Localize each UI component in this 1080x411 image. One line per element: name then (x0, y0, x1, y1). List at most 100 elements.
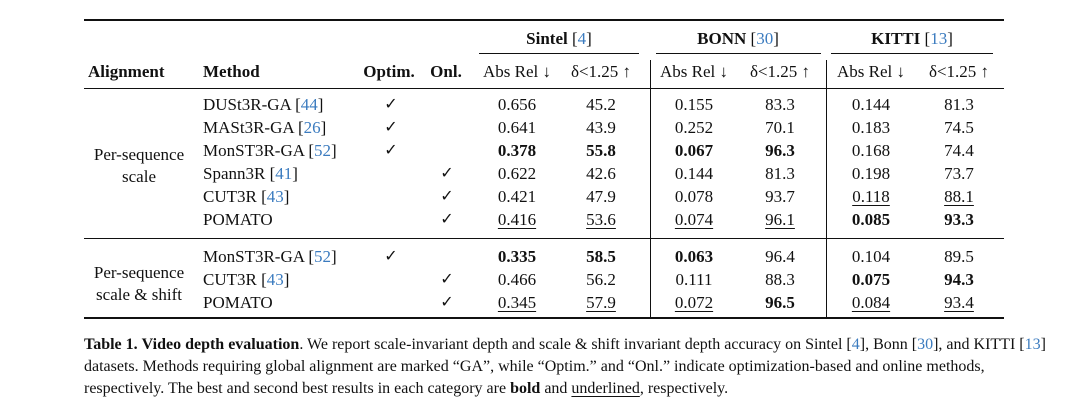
sintel-underline (479, 53, 639, 54)
header-bonn-delta: δ<1.25 ↑ (749, 62, 811, 81)
table-cell: 0.078 (674, 187, 714, 206)
table-cell: 81.3 (765, 164, 795, 183)
method-name: POMATO (203, 211, 273, 228)
table-cell: 0.622 (497, 164, 537, 183)
method-label: MASt3R-GA (203, 118, 294, 137)
caption-segment: 4 (851, 336, 860, 353)
section-label: Per-sequence (93, 145, 185, 164)
caption-segment: ], and KITTI [ (933, 336, 1025, 353)
bonn-underline (656, 53, 821, 54)
table-cell: 93.4 (944, 293, 974, 312)
table-cell: 0.335 (497, 247, 537, 266)
table-cell: 81.3 (944, 95, 974, 114)
method-label: CUT3R (203, 270, 257, 289)
table-cell: 0.144 (851, 95, 891, 114)
table-cell: 88.1 (944, 187, 974, 206)
column-divider-bonn-kitti (826, 60, 827, 317)
group-header-bonn: BONN [30] (697, 29, 779, 48)
table-cell: 0.252 (674, 118, 714, 137)
method-citation: 44 (300, 95, 318, 114)
header-onl: Onl. (430, 62, 462, 81)
table-cell: 0.421 (497, 187, 537, 206)
method-label: POMATO (203, 293, 273, 312)
method-label: DUSt3R-GA (203, 95, 291, 114)
section-label: scale & shift (96, 284, 182, 304)
onl-check-icon: ✓ (440, 209, 454, 228)
optim-check-icon: ✓ (384, 246, 398, 265)
table-cell: 0.104 (851, 247, 891, 266)
table-cell: 89.5 (944, 247, 974, 266)
method-label: Spann3R (203, 164, 266, 183)
caption-segment: bold (510, 380, 541, 397)
table-cell: 0.466 (497, 270, 537, 289)
table-cell: 0.063 (674, 247, 714, 266)
table-cell: 83.3 (765, 95, 795, 114)
optim-check-icon: ✓ (384, 140, 398, 159)
table-cell: 56.2 (586, 270, 616, 289)
method-name: MonST3R-GA [52] (203, 247, 337, 266)
onl-check-icon: ✓ (440, 163, 454, 182)
method-name: CUT3R [43] (203, 270, 290, 289)
table-cell: 42.6 (586, 164, 616, 183)
caption-segment: 13 (1024, 336, 1041, 353)
method-name: MASt3R-GA [26] (203, 118, 327, 137)
table-cell: 74.5 (944, 118, 974, 137)
optim-check-icon: ✓ (384, 94, 398, 113)
caption-segment: ] datasets. Methods requiring global ali… (84, 336, 1046, 397)
table-cell: 0.198 (851, 164, 891, 183)
table-cell: 58.5 (586, 247, 616, 266)
caption-segment: , respectively. (639, 380, 729, 397)
method-citation: 41 (275, 164, 293, 183)
group-header-sintel: Sintel [4] (526, 29, 592, 48)
caption-segment: 30 (917, 336, 934, 353)
method-citation: 52 (314, 247, 331, 266)
optim-check-icon: ✓ (384, 117, 398, 136)
caption-text: . We report scale-invariant depth and sc… (84, 336, 1046, 397)
table-cell: 0.067 (674, 141, 714, 160)
header-bonn-absrel: Abs Rel ↓ (660, 62, 728, 81)
table-cell: 47.9 (586, 187, 616, 206)
onl-check-icon: ✓ (440, 292, 454, 311)
table-cell: 74.4 (944, 141, 974, 160)
section-rule (84, 238, 1004, 239)
caption-label: Table 1. (84, 336, 138, 353)
group-header-kitti: KITTI [13] (871, 29, 953, 48)
table-cell: 43.9 (586, 118, 616, 137)
onl-check-icon: ✓ (440, 186, 454, 205)
table-cell: 53.6 (586, 210, 616, 229)
header-sintel-absrel: Abs Rel ↓ (483, 62, 551, 81)
table-cell: 70.1 (765, 118, 795, 137)
method-name: Spann3R [41] (203, 164, 298, 183)
table-cell: 57.9 (586, 293, 616, 312)
table-cell: 0.416 (497, 210, 537, 229)
table-cell: 0.074 (674, 210, 714, 229)
table-cell: 0.118 (852, 187, 890, 206)
method-name: DUSt3R-GA [44] (203, 95, 324, 114)
table-cell: 0.656 (497, 95, 537, 114)
method-name: MonST3R-GA [52] (203, 141, 337, 160)
table-cell: 93.7 (765, 187, 795, 206)
section-label: scale (122, 167, 156, 186)
caption-segment: underlined (571, 380, 640, 397)
header-rule (84, 88, 1004, 89)
table-cell: 96.1 (765, 210, 795, 229)
caption-segment: . We report scale-invariant depth and sc… (299, 336, 852, 353)
table-cell: 0.378 (497, 141, 537, 160)
method-label: MonST3R-GA (203, 141, 305, 160)
table-cell: 0.183 (851, 118, 891, 137)
table-cell: 0.084 (851, 293, 891, 312)
table-cell: 94.3 (944, 270, 974, 289)
method-citation: 43 (266, 270, 284, 289)
table-cell: 45.2 (586, 95, 616, 114)
method-label: MonST3R-GA (203, 247, 305, 266)
header-alignment: Alignment (88, 62, 165, 81)
method-citation: 26 (303, 118, 321, 137)
caption-segment: ], Bonn [ (859, 336, 918, 353)
table-cell: 0.075 (851, 270, 891, 289)
column-divider-sintel-bonn (650, 60, 651, 317)
header-method: Method (203, 62, 260, 81)
table-cell: 0.345 (497, 293, 537, 312)
caption-title: Video depth evaluation (141, 336, 300, 353)
method-name: CUT3R [43] (203, 187, 290, 206)
table-cell: 0.085 (851, 210, 891, 229)
